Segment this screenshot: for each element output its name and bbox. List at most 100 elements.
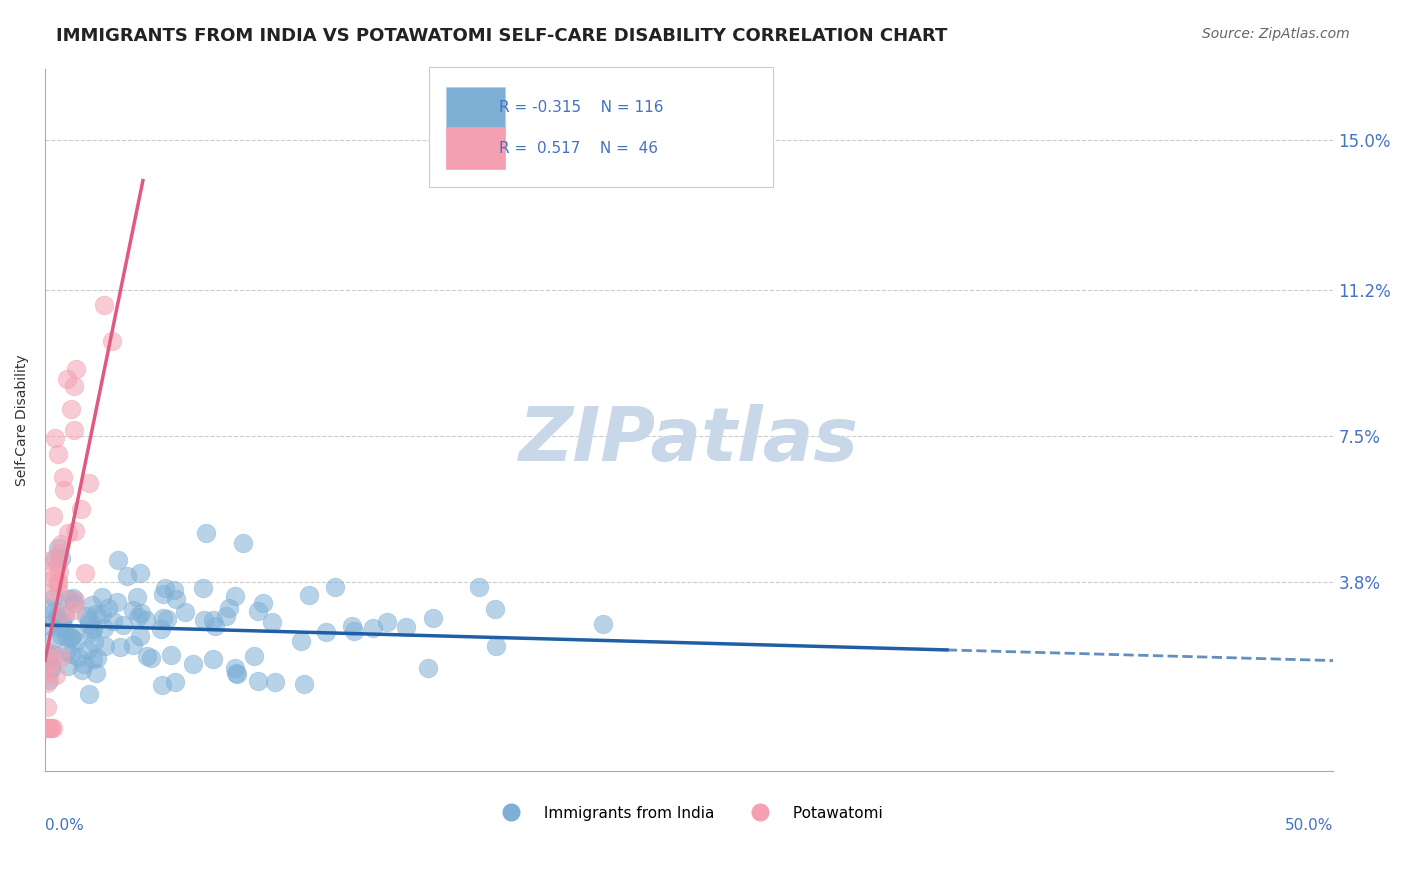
Point: [63, 603, 86, 617]
Point: [93, 621, 115, 635]
Point: [70, 663, 93, 677]
Point: [46, 556, 69, 570]
Point: [174, 605, 197, 619]
Point: [77, 475, 100, 490]
Point: [375, 615, 398, 629]
Point: [91, 591, 114, 605]
Text: 0.0%: 0.0%: [45, 819, 84, 833]
Point: [107, 553, 129, 567]
Point: [65, 633, 87, 648]
Point: [224, 661, 246, 675]
Point: [246, 604, 269, 618]
Point: [37, 618, 59, 632]
Point: [163, 583, 186, 598]
Point: [46, 447, 69, 461]
Point: [53, 608, 76, 623]
Point: [252, 596, 274, 610]
Point: [155, 581, 177, 595]
Point: [37, 653, 59, 667]
Point: [80, 625, 103, 640]
Point: [42, 647, 65, 661]
Point: [41, 653, 63, 667]
Point: [193, 613, 215, 627]
Point: [315, 625, 337, 640]
Point: [44, 613, 66, 627]
Point: [97, 601, 120, 615]
Point: [84, 607, 107, 622]
Point: [264, 674, 287, 689]
Point: [79, 688, 101, 702]
Text: ZIPatlаs: ZIPatlаs: [519, 404, 859, 477]
Text: Source: ZipAtlas.com: Source: ZipAtlas.com: [1202, 27, 1350, 41]
Point: [52, 606, 75, 620]
Point: [165, 592, 187, 607]
Point: [35, 721, 58, 735]
Point: [121, 603, 143, 617]
Point: [165, 675, 187, 690]
Point: [39, 721, 62, 735]
Point: [323, 580, 346, 594]
Point: [56, 630, 79, 644]
Point: [262, 615, 284, 630]
Text: R = -0.315    N = 116: R = -0.315 N = 116: [499, 101, 664, 115]
Point: [44, 552, 66, 566]
Point: [395, 620, 418, 634]
Point: [82, 652, 104, 666]
Point: [62, 625, 84, 640]
Point: [39, 721, 62, 735]
Point: [218, 601, 240, 615]
Point: [108, 640, 131, 655]
Point: [122, 639, 145, 653]
Point: [191, 581, 214, 595]
Point: [135, 613, 157, 627]
Point: [194, 525, 217, 540]
Point: [62, 595, 84, 609]
Point: [105, 595, 128, 609]
Point: [215, 609, 238, 624]
Point: [125, 590, 148, 604]
Point: [49, 650, 72, 665]
Point: [59, 631, 82, 645]
Point: [150, 678, 173, 692]
Point: [65, 362, 87, 376]
Point: [60, 401, 83, 416]
Point: [82, 622, 104, 636]
Point: [292, 677, 315, 691]
Point: [242, 649, 264, 664]
Point: [77, 617, 100, 632]
Point: [41, 632, 63, 647]
Point: [70, 501, 93, 516]
Point: [56, 643, 79, 657]
Point: [485, 639, 508, 653]
Legend:  Immigrants from India,  Potawatomi: Immigrants from India, Potawatomi: [489, 799, 889, 827]
Point: [79, 613, 101, 627]
Point: [48, 584, 70, 599]
Point: [35, 666, 58, 681]
Point: [67, 650, 90, 665]
Point: [149, 623, 172, 637]
Point: [46, 576, 69, 591]
Point: [127, 610, 149, 624]
Point: [128, 566, 150, 580]
Point: [363, 621, 385, 635]
Point: [93, 298, 115, 312]
Point: [48, 621, 70, 635]
Point: [62, 379, 84, 393]
Point: [94, 639, 117, 653]
Point: [484, 601, 506, 615]
Point: [38, 648, 60, 663]
Point: [135, 648, 157, 663]
Point: [101, 614, 124, 628]
Point: [129, 629, 152, 643]
Point: [117, 568, 139, 582]
Point: [37, 675, 59, 690]
Point: [60, 647, 83, 661]
Point: [56, 659, 79, 673]
Point: [84, 666, 107, 681]
Point: [340, 619, 363, 633]
Point: [41, 565, 63, 579]
Point: [51, 628, 73, 642]
Text: 50.0%: 50.0%: [1285, 819, 1333, 833]
Point: [101, 334, 124, 349]
Point: [38, 673, 60, 688]
